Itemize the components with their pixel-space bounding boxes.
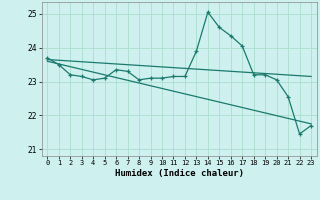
X-axis label: Humidex (Indice chaleur): Humidex (Indice chaleur) <box>115 169 244 178</box>
